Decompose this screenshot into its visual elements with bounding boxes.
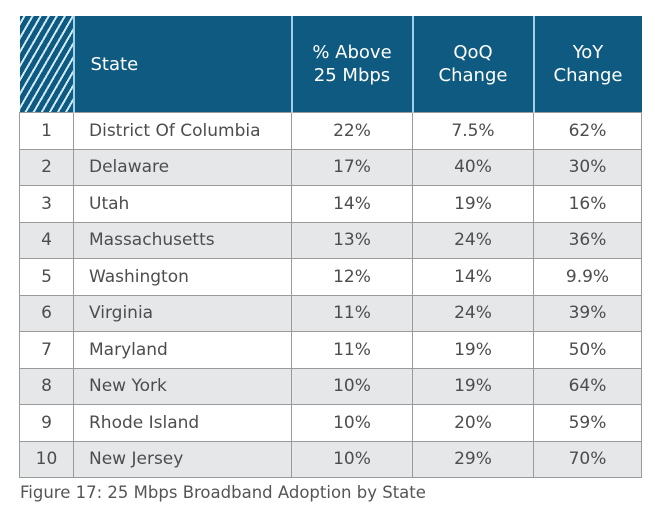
state-cell: Utah (73, 185, 292, 223)
qoq-change-cell: 14% (412, 258, 534, 296)
qoq-change-cell: 24% (412, 221, 534, 259)
yoy-change-cell: 16% (533, 185, 642, 223)
rank-cell: 1 (19, 112, 74, 150)
table-row: 6 Virginia 11% 24% 39% (19, 294, 642, 332)
broadband-adoption-table: State % Above 25 Mbps QoQ Change YoY Cha… (19, 16, 642, 478)
above-25mbps-cell: 11% (291, 294, 413, 332)
yoy-change-cell: 9.9% (533, 258, 642, 296)
rank-cell: 3 (19, 185, 74, 223)
header-yoy-line1: YoY (572, 42, 604, 63)
yoy-change-cell: 50% (533, 331, 642, 369)
above-25mbps-cell: 13% (291, 221, 413, 259)
header-above-25mbps: % Above 25 Mbps (290, 16, 413, 113)
yoy-change-cell: 30% (533, 148, 642, 186)
state-cell: New Jersey (73, 440, 292, 478)
corner-hatch-cell (19, 16, 74, 113)
above-25mbps-cell: 10% (291, 404, 413, 442)
rank-cell: 10 (19, 440, 74, 478)
qoq-change-cell: 29% (412, 440, 534, 478)
table-row: 3 Utah 14% 19% 16% (19, 185, 642, 223)
table-row: 1 District Of Columbia 22% 7.5% 62% (19, 112, 642, 150)
yoy-change-cell: 36% (533, 221, 642, 259)
rank-cell: 9 (19, 404, 74, 442)
qoq-change-cell: 7.5% (412, 112, 534, 150)
above-25mbps-cell: 11% (291, 331, 413, 369)
table-row: 4 Massachusetts 13% 24% 36% (19, 221, 642, 259)
rank-cell: 2 (19, 148, 74, 186)
yoy-change-cell: 64% (533, 367, 642, 405)
above-25mbps-cell: 10% (291, 440, 413, 478)
qoq-change-cell: 19% (412, 367, 534, 405)
yoy-change-cell: 62% (533, 112, 642, 150)
table-row: 2 Delaware 17% 40% 30% (19, 148, 642, 186)
qoq-change-cell: 24% (412, 294, 534, 332)
rank-cell: 8 (19, 367, 74, 405)
state-cell: Virginia (73, 294, 292, 332)
qoq-change-cell: 40% (412, 148, 534, 186)
qoq-change-cell: 19% (412, 185, 534, 223)
rank-cell: 5 (19, 258, 74, 296)
rank-cell: 7 (19, 331, 74, 369)
header-qoq-line1: QoQ (453, 42, 493, 63)
figure-caption: Figure 17: 25 Mbps Broadband Adoption by… (20, 483, 426, 502)
state-cell: Delaware (73, 148, 292, 186)
table-row: 7 Maryland 11% 19% 50% (19, 331, 642, 369)
above-25mbps-cell: 22% (291, 112, 413, 150)
above-25mbps-cell: 17% (291, 148, 413, 186)
table-row: 10 New Jersey 10% 29% 70% (19, 440, 642, 478)
rank-cell: 6 (19, 294, 74, 332)
yoy-change-cell: 59% (533, 404, 642, 442)
state-cell: Massachusetts (73, 221, 292, 259)
state-cell: New York (73, 367, 292, 405)
yoy-change-cell: 70% (533, 440, 642, 478)
state-cell: District Of Columbia (73, 112, 292, 150)
header-yoy-line2: Change (553, 65, 623, 86)
header-qoq-line2: Change (438, 65, 508, 86)
rank-cell: 4 (19, 221, 74, 259)
header-above-line2: 25 Mbps (313, 65, 391, 86)
table-row: 8 New York 10% 19% 64% (19, 367, 642, 405)
above-25mbps-cell: 12% (291, 258, 413, 296)
header-yoy-change: YoY Change (532, 16, 642, 113)
qoq-change-cell: 19% (412, 331, 534, 369)
header-row: State % Above 25 Mbps QoQ Change YoY Cha… (19, 16, 642, 113)
state-cell: Washington (73, 258, 292, 296)
qoq-change-cell: 20% (412, 404, 534, 442)
table-row: 5 Washington 12% 14% 9.9% (19, 258, 642, 296)
yoy-change-cell: 39% (533, 294, 642, 332)
header-qoq-change: QoQ Change (411, 16, 534, 113)
header-above-line1: % Above (312, 42, 392, 63)
above-25mbps-cell: 14% (291, 185, 413, 223)
header-state: State (72, 16, 292, 113)
state-cell: Rhode Island (73, 404, 292, 442)
state-cell: Maryland (73, 331, 292, 369)
table-row: 9 Rhode Island 10% 20% 59% (19, 404, 642, 442)
above-25mbps-cell: 10% (291, 367, 413, 405)
